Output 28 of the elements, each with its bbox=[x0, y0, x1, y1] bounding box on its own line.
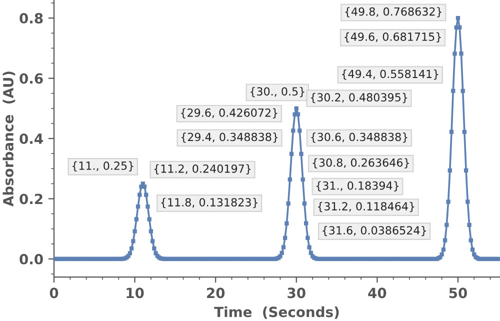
x-tick-label: 30 bbox=[288, 288, 306, 298]
annotation: {11.8, 0.131823} bbox=[161, 198, 258, 208]
y-tick-label: 0.4 bbox=[20, 133, 43, 144]
annotation: {31., 0.18394} bbox=[316, 181, 398, 192]
annotation: {29.4, 0.348838} bbox=[181, 132, 278, 143]
y-tick-label: 0.2 bbox=[20, 194, 42, 204]
annotation: {30.6, 0.348838} bbox=[311, 132, 408, 143]
annotation: {49.6, 0.681715} bbox=[344, 32, 441, 43]
y-tick-label: 0.0 bbox=[20, 254, 43, 264]
x-tick-label: 40 bbox=[368, 288, 386, 298]
annotation: {49.4, 0.558141} bbox=[342, 70, 438, 80]
annotation: {11.2, 0.240197} bbox=[154, 164, 251, 175]
annotation: {11., 0.25} bbox=[72, 161, 134, 172]
annotation: {30.2, 0.480395} bbox=[310, 92, 408, 104]
annotation: {49.8, 0.768632} bbox=[345, 7, 442, 18]
x-tick-label: 0 bbox=[50, 288, 58, 298]
y-axis-title: Absorbance (AU) bbox=[2, 72, 16, 207]
x-tick-label: 50 bbox=[449, 288, 467, 298]
y-tick-label: 0.6 bbox=[20, 73, 43, 84]
annotation: {30.8, 0.263646} bbox=[312, 158, 409, 168]
annotation: {31.6, 0.0386524} bbox=[322, 226, 426, 236]
x-tick-label: 20 bbox=[207, 288, 225, 298]
x-tick-label: 10 bbox=[126, 288, 144, 298]
x-axis-title: Time (Seconds) bbox=[214, 306, 339, 319]
annotation: {29.6, 0.426072} bbox=[181, 108, 278, 119]
y-tick-label: 0.8 bbox=[20, 13, 43, 24]
annotation: {31.2, 0.118464} bbox=[318, 202, 414, 212]
annotation: {30., 0.5} bbox=[250, 87, 304, 98]
